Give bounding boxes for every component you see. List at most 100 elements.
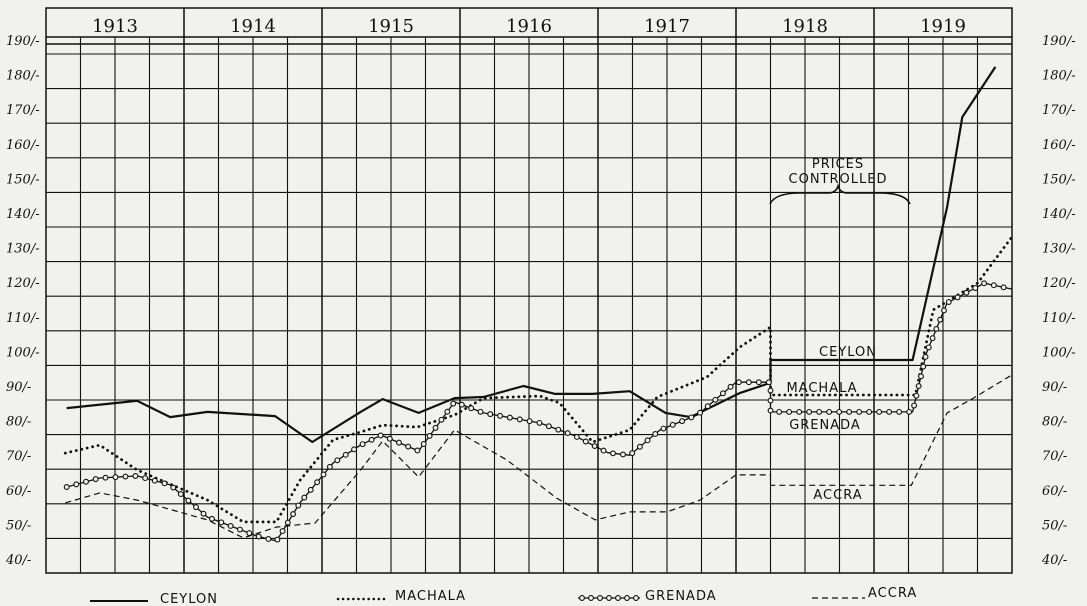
year-label: 1914	[230, 16, 276, 37]
series-marker-grenada	[279, 528, 286, 535]
y-tick-label: 160/-	[6, 138, 40, 153]
y-tick-label: 180/-	[6, 69, 40, 84]
series-marker-grenada	[846, 408, 853, 415]
y-tick-label: 150/-	[6, 172, 40, 187]
series-marker-grenada	[218, 519, 225, 526]
series-marker-grenada	[796, 408, 803, 415]
series-marker-grenada	[536, 419, 543, 426]
series-marker-grenada	[767, 397, 774, 404]
y-axis-right: 40/- 50/- 60/- 70/- 80/- 90/- 100/- 110/- 120/- 1…	[1041, 34, 1076, 568]
y-tick-label: 110/-	[1042, 311, 1076, 326]
legend-swatch-marker	[597, 595, 603, 601]
series-marker-grenada	[735, 379, 742, 386]
series-marker-grenada	[177, 491, 184, 498]
series-group	[63, 66, 1014, 543]
series-marker-grenada	[704, 403, 711, 410]
series-marker-grenada	[83, 478, 89, 485]
series-marker-grenada	[92, 476, 99, 483]
series-marker-grenada	[63, 484, 70, 490]
series-marker-grenada	[600, 447, 607, 454]
series-marker-grenada	[274, 536, 281, 543]
y-tick-label: 140/-	[6, 207, 40, 222]
legend-swatch-marker	[624, 595, 630, 601]
series-marker-grenada	[929, 335, 936, 342]
series-marker-grenada	[933, 325, 940, 332]
label-grenada: GRENADA	[789, 418, 861, 433]
series-marker-grenada	[555, 426, 562, 433]
series-marker-grenada	[755, 379, 762, 386]
series-marker-grenada	[941, 307, 947, 314]
year-label: 1919	[920, 16, 966, 37]
series-marker-grenada	[564, 430, 571, 437]
y-tick-label: 170/-	[6, 103, 40, 118]
y-tick-label: 40/-	[5, 553, 31, 568]
y-tick-label: 90/-	[6, 380, 31, 395]
series-marker-grenada	[497, 412, 504, 419]
series-marker-grenada	[911, 402, 918, 409]
series-marker-grenada	[896, 408, 903, 415]
series-marker-grenada	[937, 316, 944, 323]
series-marker-grenada	[954, 294, 961, 301]
series-marker-grenada	[320, 471, 327, 478]
series-marker-grenada	[573, 434, 580, 440]
series-marker-grenada	[679, 418, 686, 425]
series-marker-grenada	[990, 282, 997, 289]
series-marker-grenada	[629, 450, 636, 457]
series-marker-grenada	[920, 363, 927, 370]
series-marker-grenada	[963, 289, 970, 296]
series-marker-grenada	[200, 510, 207, 517]
y-tick-label: 90/-	[1042, 380, 1067, 395]
y-tick-label: 160/-	[1042, 138, 1076, 153]
series-marker-grenada	[886, 408, 893, 415]
series-marker-grenada	[468, 405, 475, 412]
series-marker-grenada	[1000, 284, 1007, 291]
series-marker-grenada	[227, 523, 234, 529]
series-marker-grenada	[255, 533, 262, 540]
series-marker-grenada	[767, 387, 774, 394]
y-tick-label: 190/-	[6, 34, 40, 49]
series-marker-grenada	[866, 408, 873, 415]
series-marker-grenada	[477, 408, 484, 415]
y-tick-label: 100/-	[1042, 345, 1076, 360]
series-marker-grenada	[142, 475, 149, 482]
year-label: 1916	[506, 16, 552, 37]
series-marker-grenada	[610, 450, 616, 457]
series-marker-grenada	[307, 486, 314, 493]
series-marker-grenada	[516, 416, 523, 423]
series-marker-grenada	[301, 494, 308, 501]
series-marker-grenada	[438, 416, 445, 423]
series-marker-grenada	[913, 392, 920, 399]
series-marker-grenada	[712, 396, 719, 403]
series-marker-grenada	[102, 474, 109, 481]
series-marker-grenada	[915, 383, 922, 389]
series-marker-grenada	[669, 421, 676, 428]
series-marker-grenada	[526, 418, 533, 425]
series-marker-grenada	[450, 400, 457, 407]
label-ceylon: CEYLON	[819, 345, 877, 360]
year-label: 1915	[368, 16, 414, 37]
legend-swatch-marker	[579, 595, 585, 601]
year-header: 1913 1914 1915 1916 1917 1918 1919	[92, 16, 966, 37]
series-marker-grenada	[377, 432, 384, 439]
year-label: 1917	[644, 16, 690, 37]
legend-label-ceylon: CEYLON	[160, 592, 218, 606]
series-marker-grenada	[945, 299, 952, 305]
series-marker-grenada	[506, 414, 513, 421]
legend-swatch-marker	[615, 595, 621, 601]
series-marker-grenada	[420, 441, 427, 447]
y-axis-left: 40/- 50/- 60/- 70/- 80/- 90/- 100/- 110/- 120/- 1…	[5, 34, 40, 568]
prices-controlled-line2: CONTROLLED	[789, 172, 888, 187]
y-tick-label: 110/-	[6, 311, 40, 326]
y-tick-label: 70/-	[6, 449, 31, 464]
series-line-machala	[63, 235, 1014, 524]
legend: CEYLON MACHALA GRENADA ACCRA	[90, 586, 916, 606]
series-marker-grenada	[426, 432, 433, 439]
series-marker-grenada	[342, 451, 349, 458]
series-marker-grenada	[636, 443, 643, 450]
series-marker-grenada	[170, 484, 177, 491]
series-marker-grenada	[295, 502, 302, 509]
series-marker-grenada	[73, 481, 80, 488]
series-marker-grenada	[644, 437, 651, 444]
y-tick-label: 130/-	[1042, 242, 1076, 257]
series-marker-grenada	[414, 447, 421, 454]
